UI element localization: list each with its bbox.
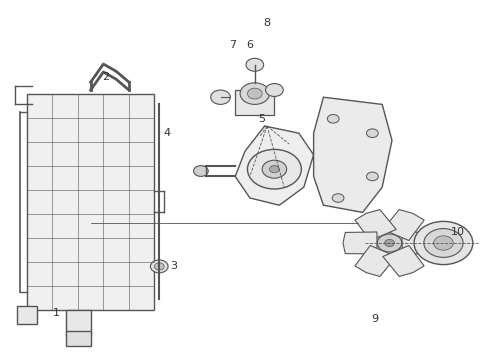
Circle shape — [240, 83, 270, 104]
Text: 6: 6 — [246, 40, 253, 50]
Circle shape — [327, 114, 339, 123]
Bar — [27, 94, 154, 310]
Polygon shape — [383, 246, 424, 276]
Circle shape — [262, 160, 287, 178]
Circle shape — [247, 149, 301, 189]
Polygon shape — [355, 246, 396, 276]
Bar — [17, 306, 37, 324]
Bar — [66, 331, 91, 346]
Bar — [235, 90, 274, 115]
Polygon shape — [235, 126, 314, 205]
Circle shape — [246, 58, 264, 71]
Text: 8: 8 — [264, 18, 270, 28]
Text: 5: 5 — [259, 114, 266, 124]
Bar — [66, 310, 91, 335]
Circle shape — [385, 239, 394, 247]
Circle shape — [194, 166, 208, 176]
Circle shape — [377, 234, 402, 252]
Circle shape — [266, 84, 283, 96]
Circle shape — [424, 229, 463, 257]
Circle shape — [211, 90, 230, 104]
Circle shape — [154, 263, 164, 270]
Polygon shape — [383, 210, 424, 240]
Circle shape — [367, 172, 378, 181]
Circle shape — [368, 227, 412, 259]
Text: 1: 1 — [53, 308, 60, 318]
Circle shape — [414, 221, 473, 265]
Circle shape — [367, 129, 378, 138]
Text: 4: 4 — [163, 128, 170, 138]
Text: 3: 3 — [171, 261, 177, 271]
Text: 9: 9 — [371, 314, 378, 324]
Polygon shape — [314, 97, 392, 212]
Circle shape — [247, 88, 262, 99]
Polygon shape — [343, 232, 377, 254]
Text: 10: 10 — [451, 227, 465, 237]
Text: 2: 2 — [102, 72, 109, 82]
Text: 7: 7 — [229, 40, 236, 50]
Circle shape — [150, 260, 168, 273]
Circle shape — [270, 166, 279, 173]
Circle shape — [332, 194, 344, 202]
Circle shape — [434, 236, 453, 250]
Polygon shape — [355, 210, 396, 240]
Polygon shape — [402, 232, 436, 254]
